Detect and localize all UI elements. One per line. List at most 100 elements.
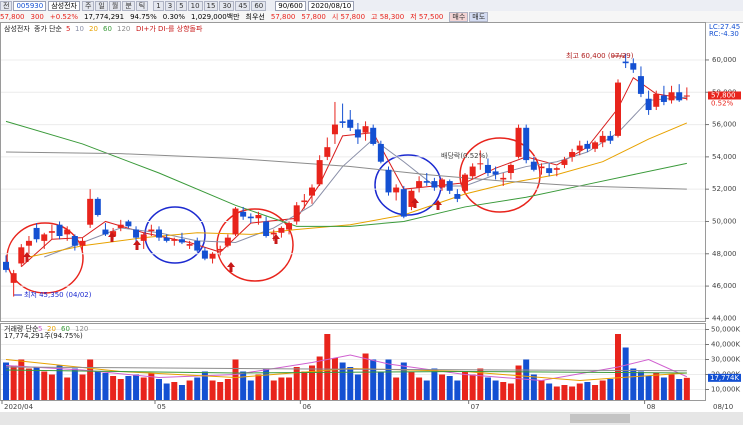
candle-body	[393, 187, 400, 193]
volume-bar	[393, 377, 400, 400]
volume-box-label: 17,774K	[710, 374, 739, 382]
x-tick-label: 08	[647, 403, 656, 411]
candle-body	[507, 164, 514, 174]
candle-body	[3, 261, 9, 270]
candle-body	[194, 240, 201, 251]
open: 시 57,800	[331, 12, 366, 21]
interval-button[interactable]: 15	[203, 0, 219, 11]
scrollbar[interactable]	[0, 412, 743, 425]
candle-body	[569, 152, 576, 157]
candle-body	[653, 93, 660, 107]
count-input[interactable]: 90/600	[275, 0, 306, 11]
volume-bar	[622, 347, 629, 400]
period-button[interactable]: 주	[81, 0, 95, 11]
circle	[6, 222, 84, 294]
candle-body	[324, 147, 331, 157]
candle-body	[278, 227, 285, 233]
volume-bar	[637, 371, 644, 400]
candle-body	[201, 250, 208, 259]
volume-bar	[316, 356, 323, 400]
candle-body	[25, 240, 32, 246]
volume-bar	[64, 377, 71, 400]
signal-arrow	[272, 234, 280, 244]
volume-legend: 거래량 단순	[4, 324, 39, 333]
x-tick-label: 07	[471, 403, 480, 411]
interval-button[interactable]: 5	[176, 0, 187, 11]
volume-bar	[148, 373, 155, 400]
volume-bar	[263, 368, 270, 400]
interval-button[interactable]: 10	[187, 0, 203, 11]
volume-total: 17,774,291주(94.75%)	[4, 332, 83, 340]
scroll-thumb[interactable]	[570, 414, 630, 423]
interval-button[interactable]: 30	[219, 0, 235, 11]
volume-bar	[286, 377, 293, 400]
volume-bar	[676, 379, 683, 400]
chart: 44,000 46,000 48,000 50,000 52,000 54,000 56,0…	[0, 22, 743, 425]
period-button[interactable]: 월	[108, 0, 122, 11]
volume-box	[708, 373, 741, 382]
candle-body	[270, 232, 277, 235]
market-button[interactable]: 전	[0, 0, 13, 11]
buy-button[interactable]: 매수	[449, 11, 469, 22]
sell-button[interactable]: 매도	[469, 11, 489, 22]
candle-body	[592, 142, 599, 149]
date-input[interactable]: 2020/08/10	[307, 0, 355, 11]
candle-body	[71, 236, 78, 246]
period-button[interactable]: 틱	[135, 0, 149, 11]
legend-entry: 5	[66, 25, 70, 33]
interval-button[interactable]: 3	[164, 0, 176, 11]
volume-bar	[270, 380, 277, 400]
candle-body	[217, 248, 224, 251]
volume-bar	[217, 382, 224, 400]
candle-body	[316, 160, 323, 185]
volume-bar	[354, 374, 361, 400]
volume-bar	[339, 362, 346, 400]
volume-bar	[362, 353, 369, 400]
interval-button[interactable]: 1	[153, 0, 164, 11]
volume-bar	[584, 382, 591, 400]
ma-line	[44, 96, 687, 258]
candle-body	[255, 215, 262, 219]
code-input[interactable]: 005930	[13, 0, 47, 11]
candle-body	[94, 198, 101, 216]
period-button[interactable]: 분	[122, 0, 135, 11]
bid: 57,800	[301, 12, 326, 21]
candle-body	[469, 166, 476, 177]
volume-bar	[439, 374, 446, 400]
circle	[216, 208, 294, 282]
candle-body	[584, 143, 591, 149]
legend-entry: 120	[117, 25, 130, 33]
period-button[interactable]: 일	[95, 0, 108, 11]
legend-ma: 종가 단순	[34, 24, 63, 33]
volume-bar	[553, 386, 560, 400]
low-annotation: 최저 45,350 (04/02)	[24, 290, 92, 299]
y-tick-label: 10,000K	[711, 386, 740, 394]
volume-bar	[293, 367, 300, 400]
candle-body	[163, 237, 170, 241]
candle-body	[431, 181, 438, 188]
legend-name: 삼성전자	[4, 24, 30, 33]
candle-body	[553, 168, 560, 170]
volume-bar	[630, 368, 637, 400]
legend-entry: 20	[89, 25, 98, 33]
candle-body	[10, 273, 17, 283]
candle-body	[668, 92, 675, 101]
stock-name: 삼성전자	[48, 0, 80, 11]
candle-body	[408, 190, 415, 207]
signal-arrow	[23, 252, 31, 262]
volume-bar	[507, 383, 514, 400]
interval-button[interactable]: 45	[235, 0, 251, 11]
volume-bar	[347, 367, 354, 400]
candle-body	[354, 129, 361, 138]
interval-button[interactable]: 60	[251, 0, 267, 11]
candle-body	[599, 135, 606, 143]
volume-bar	[416, 377, 423, 400]
candle-body	[171, 239, 178, 241]
volume-bar	[423, 380, 430, 400]
candle-body	[676, 92, 683, 101]
volume-bar	[163, 383, 170, 400]
candle-body	[561, 160, 568, 165]
